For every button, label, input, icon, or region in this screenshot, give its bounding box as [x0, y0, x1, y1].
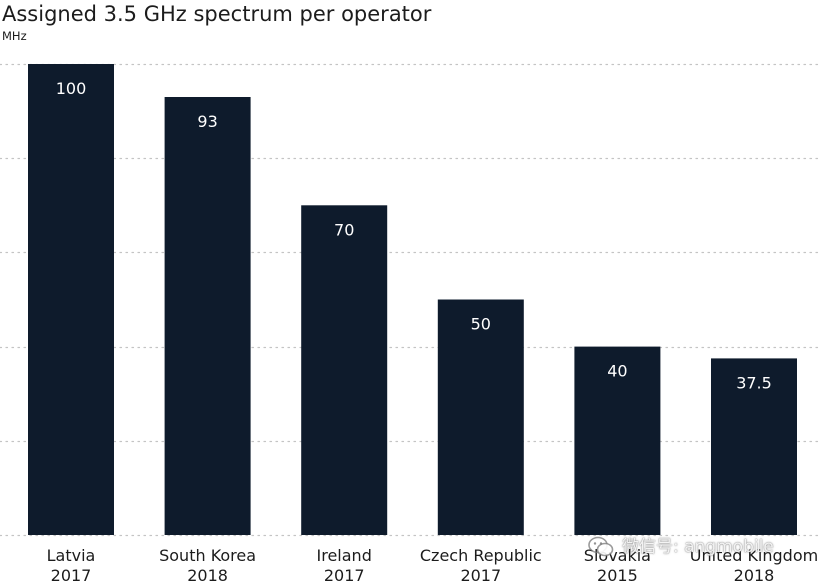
bar-value-label: 37.5: [736, 373, 772, 392]
x-tick-label-year: 2017: [460, 566, 501, 585]
bar-united-kingdom: [711, 358, 797, 535]
data-labels: 100 93 70 50 40 37.5: [56, 79, 772, 392]
bar-slovakia: [574, 346, 661, 535]
x-tick-label-country: South Korea: [159, 546, 256, 565]
bar-latvia: [28, 64, 114, 535]
bar-south-korea: [164, 97, 251, 535]
chart-title: Assigned 3.5 GHz spectrum per operator: [2, 2, 432, 26]
y-axis-unit: MHz: [2, 29, 27, 43]
x-tick-label-year: 2018: [187, 566, 228, 585]
bar-value-label: 70: [334, 220, 354, 239]
bars: [28, 64, 797, 536]
x-tick-label-year: 2017: [51, 566, 92, 585]
x-tick-label-year: 2018: [734, 566, 775, 585]
bar-value-label: 100: [56, 79, 87, 98]
x-tick-label-country: United Kingdom: [690, 546, 818, 565]
bar-value-label: 50: [471, 315, 491, 334]
x-tick-label-year: 2017: [324, 566, 365, 585]
bar-value-label: 40: [607, 362, 627, 381]
x-tick-label-country: Ireland: [317, 546, 372, 565]
x-tick-label-country: Czech Republic: [420, 546, 542, 565]
bar-czech-republic: [437, 299, 524, 535]
x-tick-label-country: Slovakia: [584, 546, 651, 565]
x-tick-label-year: 2015: [597, 566, 638, 585]
bar-ireland: [301, 205, 388, 536]
bar-value-label: 93: [197, 112, 217, 131]
gridlines: [0, 63, 821, 537]
x-tick-label-country: Latvia: [47, 546, 96, 565]
